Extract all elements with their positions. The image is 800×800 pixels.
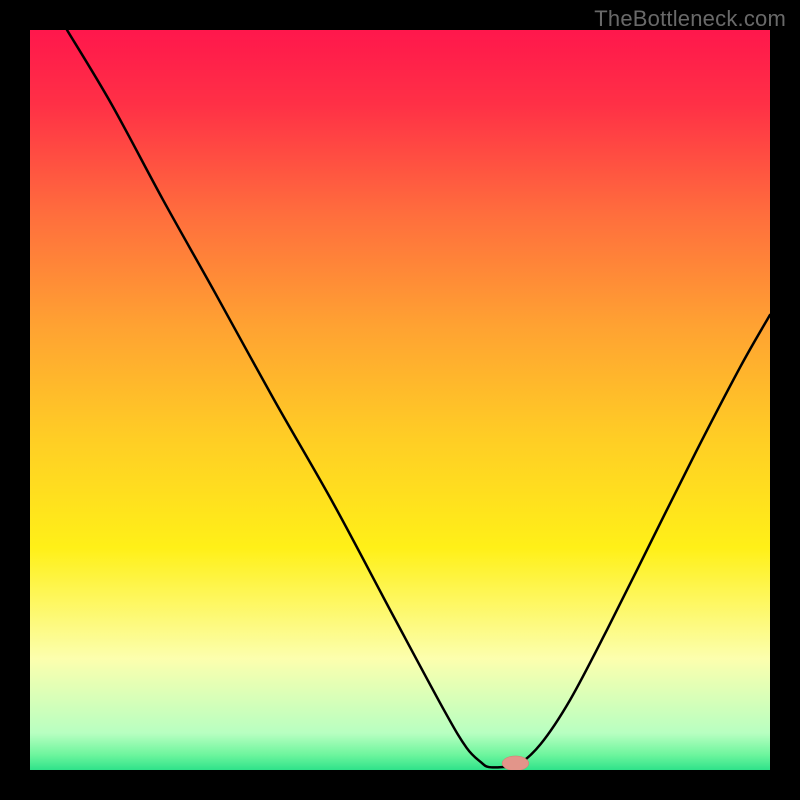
plot-area	[30, 30, 770, 770]
optimal-point-marker	[502, 756, 529, 770]
bottleneck-curve-chart	[30, 30, 770, 770]
watermark-text: TheBottleneck.com	[594, 6, 786, 32]
chart-frame: TheBottleneck.com	[0, 0, 800, 800]
gradient-background	[30, 30, 770, 770]
